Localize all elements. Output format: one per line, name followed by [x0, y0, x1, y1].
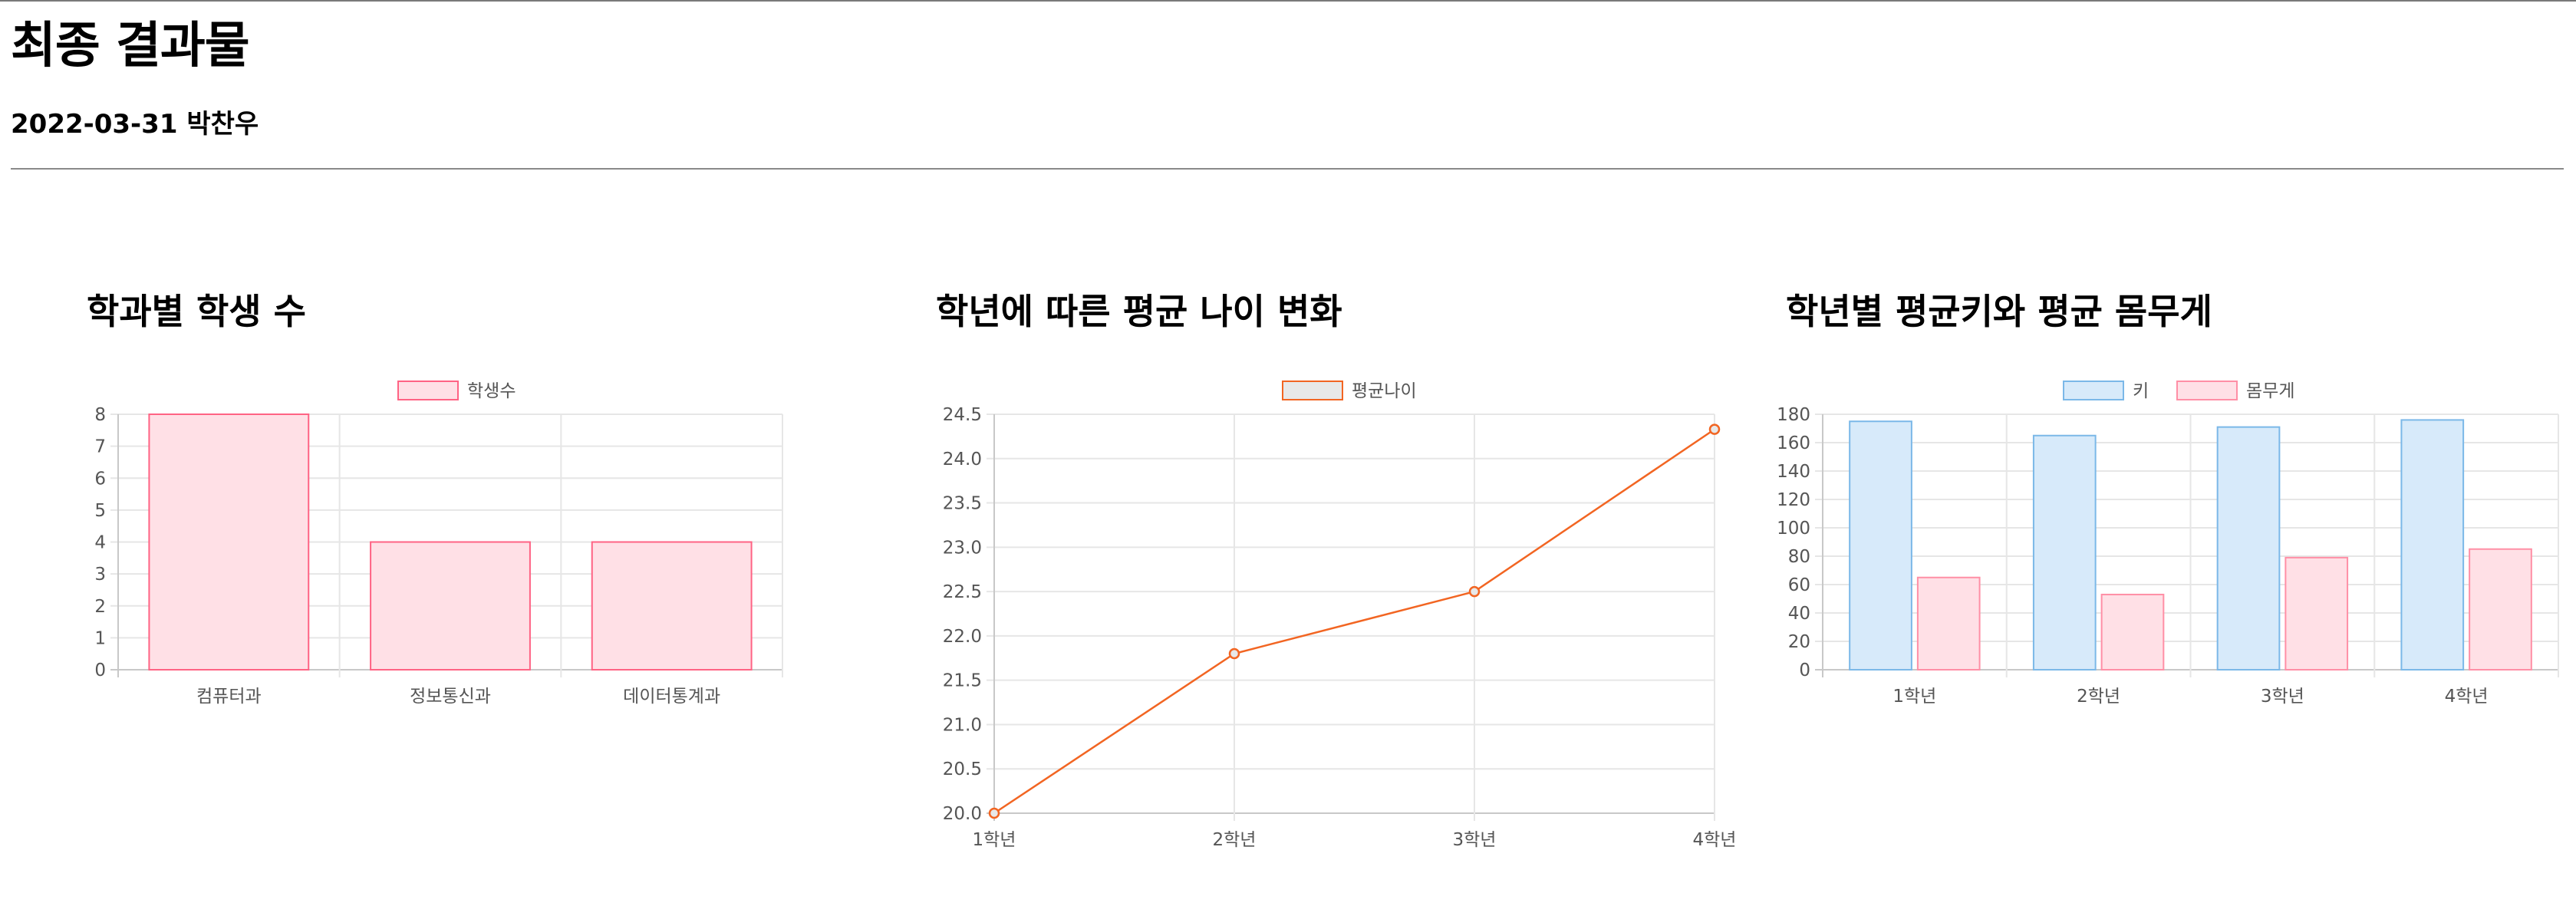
- legend-swatch: [1282, 381, 1343, 400]
- x-tick-label: 정보통신과: [410, 687, 491, 707]
- x-tick-label: 3학년: [1453, 830, 1497, 850]
- x-tick-label: 1학년: [973, 830, 1016, 850]
- legend-label: 학생수: [467, 381, 516, 401]
- legend-label: 키: [2133, 381, 2149, 401]
- page-title: 최종 결과물: [11, 18, 250, 74]
- legend-label: 몸무게: [2246, 381, 2294, 401]
- y-tick-label: 180: [1777, 405, 1810, 425]
- y-tick-label: 21.5: [943, 671, 982, 691]
- legend-swatch: [2063, 381, 2124, 400]
- y-tick-label: 6: [94, 469, 106, 489]
- chart-title-students: 학과별 학생 수: [87, 291, 306, 332]
- bar: [1916, 576, 1981, 671]
- y-tick-label: 1: [94, 628, 106, 648]
- y-tick-label: 80: [1788, 547, 1810, 567]
- y-tick-label: 24.0: [943, 450, 982, 470]
- x-tick-label: 데이터통계과: [623, 687, 720, 707]
- x-tick-label: 4학년: [2445, 687, 2489, 707]
- series-line: [993, 428, 1715, 815]
- bar: [148, 414, 310, 671]
- data-point: [988, 807, 1000, 819]
- bar: [2100, 593, 2165, 671]
- y-tick-label: 140: [1777, 462, 1810, 482]
- x-tick-label: 2학년: [2077, 687, 2120, 707]
- y-tick-label: 23.0: [943, 538, 982, 558]
- bar: [591, 541, 753, 671]
- y-tick-label: 5: [94, 501, 106, 521]
- header-divider: [11, 168, 2564, 170]
- y-tick-label: 4: [94, 533, 106, 553]
- average-age-by-grade-chart: 20.0 20.5 21.0 21.5 22.0 22.5 23.0 23.5 24.0 24.5…: [943, 381, 1736, 850]
- x-tick-label: 4학년: [1693, 830, 1737, 850]
- bar: [2284, 556, 2349, 671]
- data-point: [1708, 423, 1721, 435]
- bar: [2032, 434, 2097, 671]
- legend-swatch: [2176, 381, 2238, 400]
- data-point: [1228, 647, 1240, 660]
- y-tick-label: 40: [1788, 604, 1810, 624]
- y-tick-label: 2: [94, 597, 106, 617]
- x-tick-label: 컴퓨터과: [196, 687, 262, 707]
- bar: [2216, 426, 2281, 671]
- y-tick-label: 3: [94, 565, 106, 585]
- legend-label: 평균나이: [1352, 381, 1417, 401]
- y-tick-label: 100: [1777, 519, 1810, 539]
- y-tick-label: 8: [94, 405, 106, 425]
- students-by-department-chart: 0 1 2 3 4 5 6 7 8 컴퓨터과 정보통신과 데이터통계과 학생수: [94, 381, 783, 707]
- bar: [2469, 548, 2532, 671]
- page-subtitle: 2022-03-31 박찬우: [11, 109, 259, 140]
- y-tick-label: 22.5: [943, 582, 982, 602]
- y-tick-label: 0: [1799, 661, 1810, 680]
- bar: [1849, 420, 1912, 671]
- y-tick-label: 60: [1788, 575, 1810, 595]
- chart-title-age: 학년에 따른 평균 나이 변화: [936, 291, 1342, 332]
- height-weight-by-grade-chart: 0 20 40 60 80 100 120 140 160 180 1학년 2학년 3학년 4학년 키 몸무게: [1777, 381, 2559, 707]
- y-tick-label: 22.0: [943, 627, 982, 647]
- y-tick-label: 20: [1788, 632, 1810, 652]
- y-tick-label: 23.5: [943, 494, 982, 514]
- y-tick-label: 21.0: [943, 715, 982, 735]
- y-tick-label: 20.0: [943, 804, 982, 824]
- x-tick-label: 2학년: [1213, 830, 1257, 850]
- bar: [2400, 419, 2465, 671]
- chart-title-height-weight: 학년별 평균키와 평균 몸무게: [1786, 291, 2212, 332]
- y-tick-label: 0: [94, 661, 106, 680]
- y-tick-label: 120: [1777, 490, 1810, 510]
- x-tick-label: 1학년: [1892, 687, 1936, 707]
- y-tick-label: 160: [1777, 433, 1810, 453]
- y-tick-label: 7: [94, 437, 106, 457]
- bar: [370, 541, 531, 671]
- x-tick-label: 3학년: [2261, 687, 2304, 707]
- y-tick-label: 20.5: [943, 759, 982, 779]
- top-rule: [0, 0, 2576, 2]
- legend-swatch: [397, 381, 459, 400]
- data-point: [1468, 585, 1481, 598]
- y-tick-label: 24.5: [943, 405, 982, 425]
